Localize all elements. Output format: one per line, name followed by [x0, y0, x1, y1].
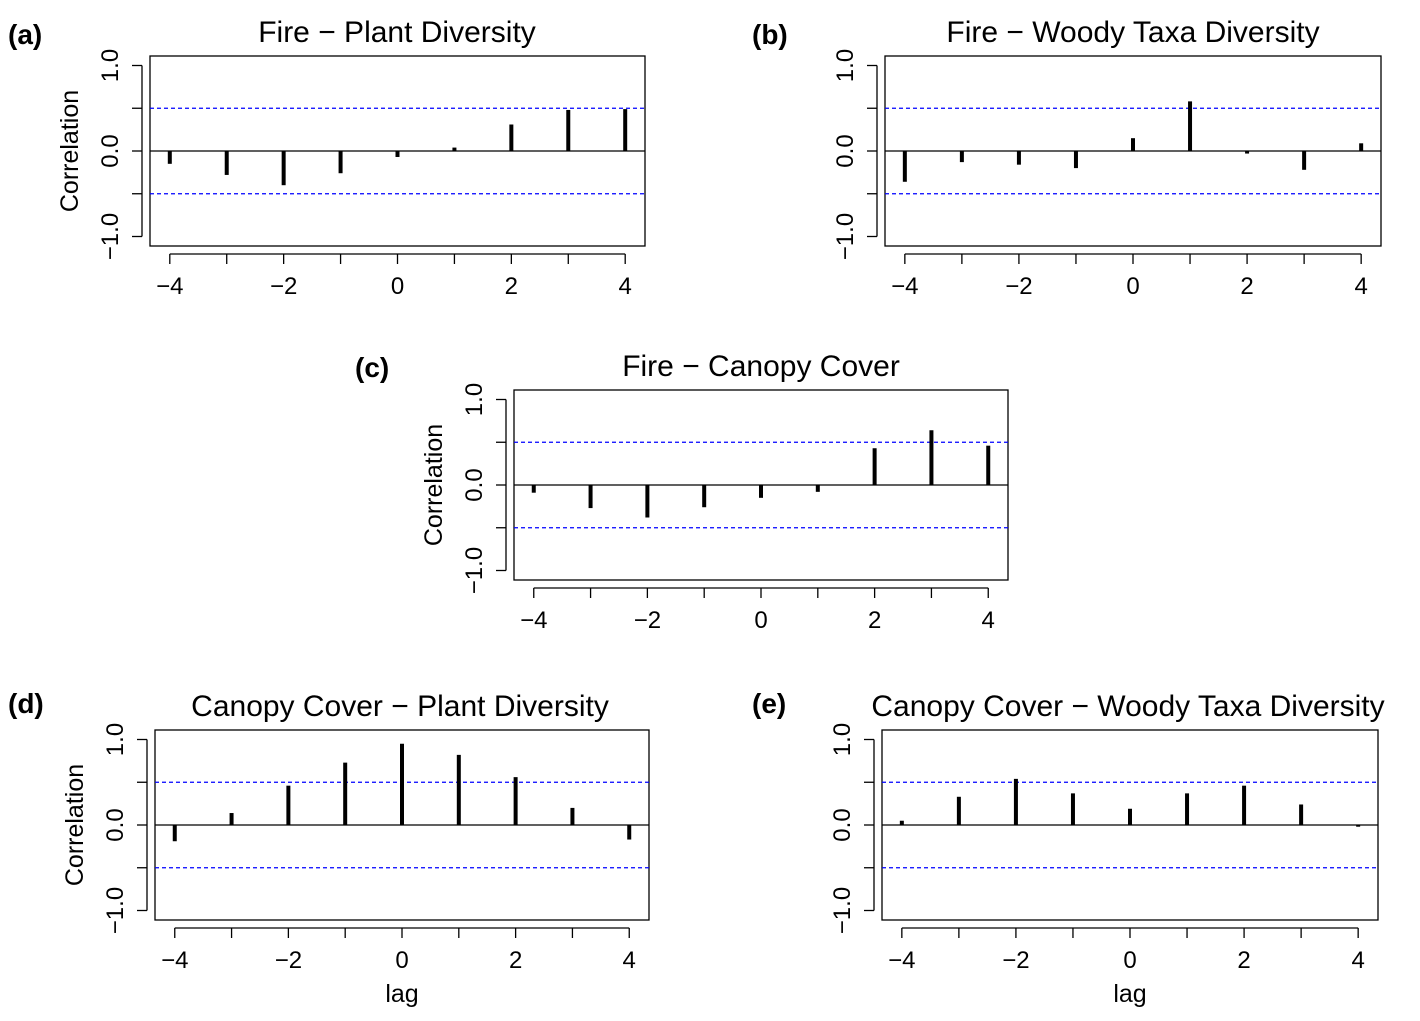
panel-label: (a): [8, 19, 42, 50]
x-tick-label: 4: [619, 273, 632, 300]
chart-title: Fire − Plant Diversity: [258, 16, 536, 49]
panel-label: (c): [355, 352, 389, 383]
y-tick-label: 1.0: [461, 383, 488, 416]
panel-3: −4 −2 0 2 4 −1.0 0.0 1.0 Correlation lag Canopy Co…: [8, 688, 650, 1008]
x-tick-label: 2: [509, 947, 522, 974]
y-tick-label: 1.0: [102, 723, 129, 756]
x-tick-label: 0: [391, 273, 404, 300]
x-tick-label: −2: [634, 607, 661, 634]
x-tick-label: −4: [891, 273, 918, 300]
panel-label: (e): [752, 688, 786, 719]
panel-label: (d): [8, 688, 44, 719]
panel-1: −4 −2 0 2 4 −1.0 0.0 1.0 Fire − Woody Taxa Diver…: [752, 16, 1382, 300]
x-tick-label: 4: [1351, 947, 1364, 974]
y-tick-label: 0.0: [102, 808, 129, 841]
y-tick-label: 0.0: [461, 468, 488, 501]
x-tick-label: 0: [1123, 947, 1136, 974]
y-tick-label: 1.0: [832, 49, 859, 82]
y-axis-label: Correlation: [61, 764, 89, 886]
x-tick-label: −4: [888, 947, 915, 974]
y-tick-label: 1.0: [829, 723, 856, 756]
x-axis-label: lag: [385, 980, 418, 1008]
x-tick-label: −4: [161, 947, 188, 974]
x-tick-label: 4: [623, 947, 636, 974]
x-tick-label: 2: [505, 273, 518, 300]
chart-title: Fire − Canopy Cover: [622, 350, 900, 383]
y-tick-label: −1.0: [461, 547, 488, 594]
y-tick-label: −1.0: [829, 887, 856, 934]
x-tick-label: −2: [270, 273, 297, 300]
panel-2: −4 −2 0 2 4 −1.0 0.0 1.0 Correlation Fire − Canop…: [355, 350, 1009, 634]
y-axis-label: Correlation: [56, 90, 84, 212]
x-tick-label: −2: [275, 947, 302, 974]
x-tick-label: −4: [156, 273, 183, 300]
y-tick-label: −1.0: [832, 213, 859, 260]
y-tick-label: −1.0: [97, 213, 124, 260]
x-tick-label: 2: [868, 607, 881, 634]
chart-title: Canopy Cover − Plant Diversity: [191, 690, 609, 723]
x-axis-label: lag: [1113, 980, 1146, 1008]
x-tick-label: −4: [520, 607, 547, 634]
y-tick-label: 0.0: [97, 134, 124, 167]
x-tick-label: 4: [982, 607, 995, 634]
x-tick-label: 4: [1354, 273, 1367, 300]
x-tick-label: 0: [395, 947, 408, 974]
x-tick-label: 0: [754, 607, 767, 634]
panel-0: −4 −2 0 2 4 −1.0 0.0 1.0 Correlation Fire − Plant…: [8, 16, 646, 300]
x-tick-label: 2: [1240, 273, 1253, 300]
x-tick-label: 0: [1126, 273, 1139, 300]
chart-title: Fire − Woody Taxa Diversity: [946, 16, 1319, 49]
panel-label: (b): [752, 19, 788, 50]
panel-4: −4 −2 0 2 4 −1.0 0.0 1.0 lag Canopy Cover − Woody…: [752, 688, 1385, 1008]
x-tick-label: 2: [1237, 947, 1250, 974]
x-tick-label: −2: [1002, 947, 1029, 974]
y-tick-label: 0.0: [832, 134, 859, 167]
y-tick-label: −1.0: [102, 887, 129, 934]
y-axis-label: Correlation: [420, 424, 448, 546]
x-tick-label: −2: [1005, 273, 1032, 300]
chart-title: Canopy Cover − Woody Taxa Diversity: [871, 690, 1384, 723]
y-tick-label: 1.0: [97, 49, 124, 82]
y-tick-label: 0.0: [829, 808, 856, 841]
